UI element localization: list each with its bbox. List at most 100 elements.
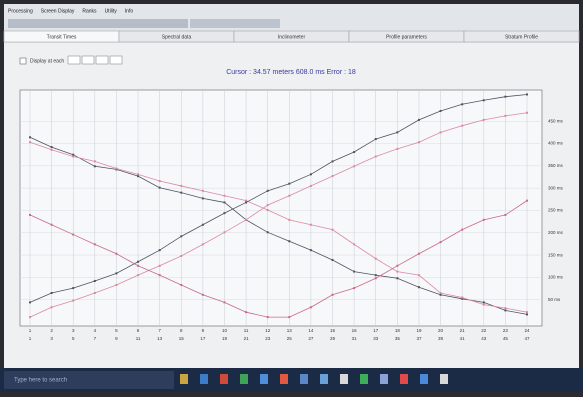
data-point — [526, 93, 528, 95]
x-tick-label: 17 — [373, 328, 379, 333]
data-point — [353, 243, 355, 245]
data-point — [180, 255, 182, 257]
data-point — [288, 183, 290, 185]
data-point — [396, 148, 398, 150]
data-point — [332, 259, 334, 261]
data-point — [375, 138, 377, 140]
data-point — [159, 180, 161, 182]
data-point — [332, 229, 334, 231]
data-point — [51, 224, 53, 226]
search-text: Type here to search — [14, 378, 67, 384]
data-point — [440, 294, 442, 296]
y-tick-label: 100 ms — [548, 275, 564, 280]
data-point — [51, 292, 53, 294]
data-point — [396, 271, 398, 273]
x-tick-label: 14 — [308, 328, 314, 333]
x-tick-label-secondary: 43 — [481, 336, 487, 341]
data-point — [332, 160, 334, 162]
data-point — [483, 301, 485, 303]
data-point — [72, 300, 74, 302]
x-tick-label-secondary: 29 — [330, 336, 336, 341]
data-point — [115, 284, 117, 286]
data-point — [202, 224, 204, 226]
x-tick-label: 10 — [222, 328, 228, 333]
menu-item[interactable]: Info — [125, 8, 134, 14]
data-point — [310, 185, 312, 187]
data-point — [396, 265, 398, 267]
data-point — [94, 292, 96, 294]
data-point — [461, 125, 463, 127]
data-point — [526, 311, 528, 313]
menu-item[interactable]: Utility — [105, 8, 118, 14]
data-point — [115, 272, 117, 274]
data-point — [72, 234, 74, 236]
data-point — [461, 296, 463, 298]
x-tick-label: 11 — [244, 328, 249, 333]
x-tick-label: 16 — [352, 328, 358, 333]
data-point — [159, 274, 161, 276]
data-point — [159, 249, 161, 251]
data-point — [504, 115, 506, 117]
menu-item[interactable]: Processing — [8, 8, 33, 14]
data-point — [180, 192, 182, 194]
x-tick-label-secondary: 47 — [524, 336, 530, 341]
y-tick-label: 250 ms — [548, 208, 564, 213]
data-point — [288, 240, 290, 242]
x-tick-label: 18 — [395, 328, 401, 333]
toolbar-icons — [8, 19, 280, 28]
chart-title: Cursor : 34.57 meters 608.0 ms Error : 1… — [226, 69, 356, 76]
data-point — [375, 155, 377, 157]
data-point — [29, 136, 31, 138]
data-point — [440, 110, 442, 112]
tab-label: Spectral data — [162, 34, 192, 40]
y-tick-label: 350 ms — [548, 163, 564, 168]
data-point — [115, 168, 117, 170]
data-point — [29, 141, 31, 143]
data-point — [245, 219, 247, 221]
x-tick-label-secondary: 33 — [373, 336, 379, 341]
y-tick-label: 450 ms — [548, 118, 564, 123]
data-point — [483, 304, 485, 306]
data-point — [51, 146, 53, 148]
x-tick-label-secondary: 23 — [265, 336, 271, 341]
menu-item[interactable]: Ranks — [82, 8, 97, 14]
data-point — [94, 165, 96, 167]
data-point — [526, 200, 528, 202]
data-point — [483, 99, 485, 101]
data-point — [418, 119, 420, 121]
data-point — [72, 155, 74, 157]
checkbox[interactable] — [20, 58, 26, 64]
data-point — [159, 187, 161, 189]
data-point — [137, 274, 139, 276]
y-tick-label: 150 ms — [548, 252, 564, 257]
data-point — [137, 261, 139, 263]
x-tick-label-secondary: 13 — [157, 336, 163, 341]
x-tick-label: 23 — [503, 328, 509, 333]
data-point — [396, 131, 398, 133]
data-point — [461, 103, 463, 105]
x-tick-label: 13 — [287, 328, 293, 333]
data-point — [245, 200, 247, 202]
x-tick-label-secondary: 25 — [287, 336, 293, 341]
data-point — [483, 219, 485, 221]
x-tick-label-secondary: 45 — [503, 336, 509, 341]
y-tick-label: 400 ms — [548, 141, 564, 146]
data-point — [94, 243, 96, 245]
data-point — [202, 243, 204, 245]
x-tick-label: 12 — [265, 328, 271, 333]
x-tick-label: 20 — [438, 328, 444, 333]
data-point — [223, 231, 225, 233]
data-point — [504, 309, 506, 311]
menu-item[interactable]: Screen Display — [41, 8, 75, 14]
tab-label: Profile parameters — [386, 34, 427, 40]
data-point — [180, 235, 182, 237]
y-tick-label: 50 ms — [548, 297, 561, 302]
data-point — [51, 306, 53, 308]
x-tick-label-secondary: 19 — [222, 336, 228, 341]
data-point — [223, 201, 225, 203]
data-point — [267, 231, 269, 233]
data-point — [310, 173, 312, 175]
data-point — [288, 316, 290, 318]
data-point — [461, 229, 463, 231]
data-point — [332, 294, 334, 296]
